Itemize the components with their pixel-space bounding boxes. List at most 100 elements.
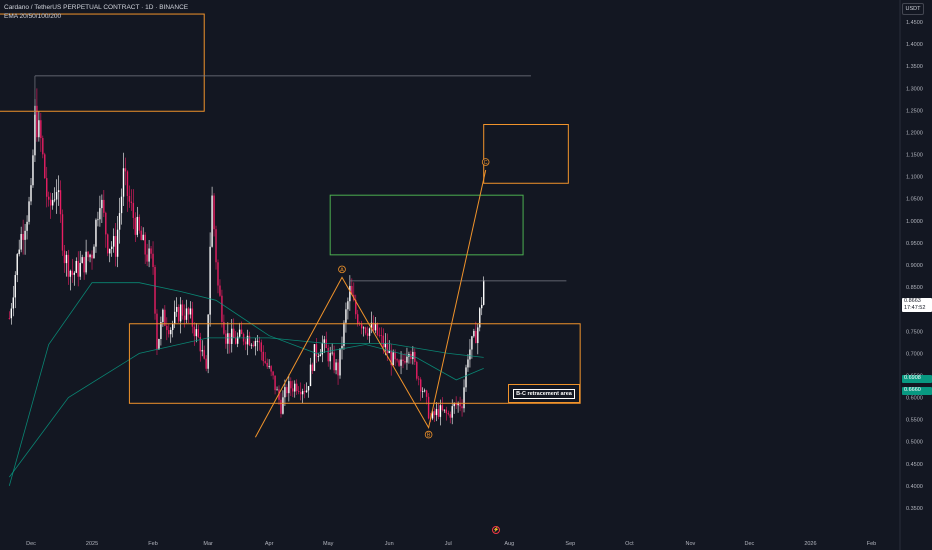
y-tick-label: 0.9000 [906, 263, 923, 269]
candle-body [404, 360, 406, 363]
candle-body [427, 396, 430, 419]
candle-body [315, 344, 318, 357]
candle-body [313, 344, 316, 371]
candle-body [400, 359, 402, 366]
candle-body [168, 330, 170, 335]
candle-body [329, 353, 331, 362]
candle-body [321, 343, 324, 355]
candle-body [61, 214, 64, 251]
candle-body [207, 314, 209, 369]
y-tick-label: 1.0000 [906, 219, 923, 225]
candle-body [16, 254, 18, 276]
abc-wave-line [254, 169, 487, 438]
candle-body [276, 389, 278, 391]
candle-body [191, 308, 194, 327]
candle-body [24, 230, 26, 240]
candle-body [67, 254, 70, 277]
candle-body [317, 356, 320, 357]
candle-body [26, 221, 28, 231]
y-tick-label: 0.5000 [906, 440, 923, 446]
candle-body [148, 248, 150, 262]
candle-body [55, 192, 58, 200]
candle-body [158, 339, 160, 350]
candle-body [85, 251, 87, 273]
y-tick-label: 0.9500 [906, 241, 923, 247]
y-tick-label: 0.7500 [906, 329, 923, 335]
symbol-title[interactable]: Cardano / TetherUS PERPETUAL CONTRACT · … [4, 4, 189, 11]
candle-body [231, 328, 233, 344]
candle-body [349, 285, 351, 302]
candle-body [34, 105, 36, 156]
candle-body [337, 362, 339, 376]
candle-body [270, 366, 272, 372]
candle-body [311, 364, 314, 371]
y-tick-label: 1.3000 [906, 86, 923, 92]
candle-body [51, 200, 54, 206]
candle-body [309, 364, 312, 387]
candle-body [170, 329, 172, 335]
candle-body [433, 411, 436, 416]
candle-body [394, 352, 396, 360]
candle-body [130, 201, 133, 203]
candle-body [246, 335, 249, 345]
zone-green [329, 194, 524, 256]
candle-body [38, 120, 40, 138]
candle-body [421, 391, 424, 392]
candle-body [156, 313, 158, 350]
candle-body [107, 234, 109, 254]
wave-point-c [481, 158, 490, 166]
x-tick-label: Mar [203, 541, 213, 547]
candle-body [179, 304, 182, 322]
wave-label-b: B [427, 433, 431, 439]
candle-body [481, 304, 483, 309]
candle-body [459, 403, 461, 407]
candle-body [254, 341, 257, 347]
candle-body [423, 390, 426, 392]
candle-body [355, 300, 357, 315]
candle-body [376, 323, 379, 335]
candle-body [132, 202, 135, 218]
y-tick-label: 0.3500 [906, 506, 923, 512]
candle-body [319, 354, 322, 357]
x-tick-label: May [323, 541, 334, 547]
candle-body [227, 333, 229, 344]
flash-icon[interactable]: ⚡ [492, 526, 500, 534]
y-tick-label: 1.3500 [906, 64, 923, 70]
candle-body [18, 249, 20, 255]
candle-body [42, 138, 44, 155]
candle-body [235, 337, 237, 344]
candle-body [303, 391, 306, 393]
candle-body [437, 409, 440, 417]
bc-retracement-box[interactable]: B-C retracement area [508, 384, 580, 403]
candle-body [189, 308, 192, 315]
candle-body [93, 246, 95, 259]
candle-body [46, 178, 48, 197]
currency-selector[interactable]: USDT [902, 3, 924, 15]
candle-body [30, 185, 32, 202]
bc-retracement-label: B-C retracement area [513, 388, 575, 399]
candle-body [333, 352, 335, 371]
ema-line-slow [8, 337, 484, 478]
candle-body [396, 359, 398, 361]
candle-body [362, 327, 365, 329]
y-tick-label: 1.2500 [906, 108, 923, 114]
y-tick-label: 0.8500 [906, 285, 923, 291]
candle-body [286, 387, 288, 394]
candle-body [101, 199, 103, 209]
candle-body [71, 270, 74, 275]
candle-body [83, 257, 85, 273]
candle-body [111, 246, 113, 249]
indicator-legend[interactable]: EMA 20/50/100/200 [4, 13, 62, 20]
candle-body [124, 168, 127, 172]
candle-body [366, 333, 369, 336]
candle-body [99, 208, 101, 220]
candle-body [284, 387, 286, 398]
candle-body [20, 233, 22, 250]
candle-body [360, 324, 363, 329]
candle-body [229, 333, 231, 344]
candle-body [473, 330, 475, 337]
candle-body [136, 216, 138, 235]
candle-body [280, 399, 282, 414]
